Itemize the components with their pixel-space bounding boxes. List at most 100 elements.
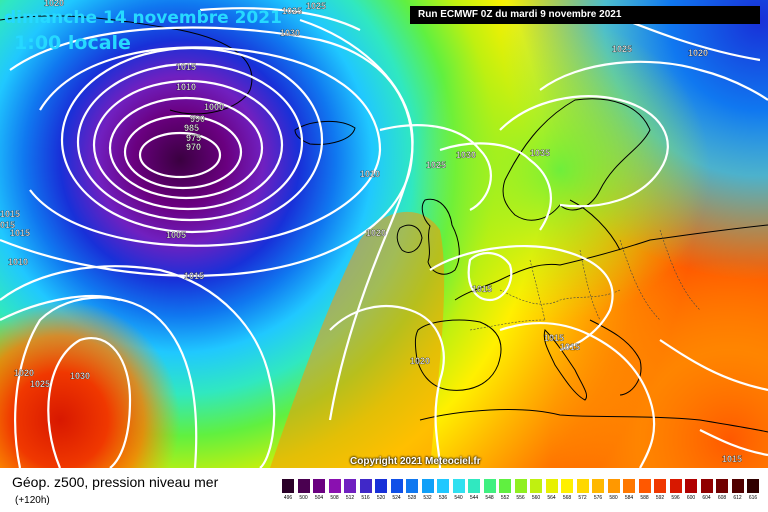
scale-label: 608 (717, 495, 727, 501)
scale-swatch (297, 479, 310, 493)
scale-label: 604 (702, 495, 711, 501)
scale-label: 552 (500, 495, 510, 501)
isobar-label: 985 (184, 123, 199, 133)
scale-label: 496 (283, 495, 293, 501)
scale-swatch (576, 479, 589, 493)
scale-label: 616 (748, 495, 758, 501)
scale-swatch (499, 479, 511, 493)
scale-label: 580 (609, 495, 618, 501)
scale-swatch (623, 479, 635, 493)
isobar-label: 1020 (410, 356, 430, 366)
isobar-label: 970 (186, 142, 201, 152)
scale-label: 520 (376, 495, 386, 501)
scale-label: 500 (299, 495, 308, 501)
scale-swatch (344, 479, 356, 493)
scale-label: 532 (423, 495, 432, 501)
isobar-label: 1015 (0, 209, 20, 219)
scale-swatch (669, 479, 682, 493)
isobar-label: 1020 (688, 48, 708, 58)
scale-label: 536 (438, 495, 448, 501)
scale-swatch (468, 479, 480, 493)
legend-title: Géop. z500, pression niveau mer (12, 474, 219, 490)
copyright-text: Copyright 2021 Meteociel.fr (350, 456, 481, 467)
isobar-label: 015 (0, 220, 15, 230)
isobar-label: 1035 (530, 148, 550, 158)
legend-footer: Géop. z500, pression niveau mer (+120h) … (0, 468, 768, 512)
isobar-label: 975 (186, 133, 201, 143)
scale-swatch (514, 479, 527, 493)
scale-label: 528 (407, 495, 417, 501)
isobar-label: 1020 (44, 0, 64, 8)
scale-label: 544 (469, 495, 479, 501)
isobar-label: 1030 (456, 150, 476, 160)
weather-map: 1020 1025 1025 1030 1015 1010 1000 990 9… (0, 0, 768, 468)
baltic-coast (569, 199, 621, 251)
scale-label: 572 (578, 495, 587, 501)
scale-swatch (375, 479, 387, 493)
forecast-date: dimanche 14 novembre 2021 (4, 8, 282, 28)
greenland-coast (0, 15, 253, 115)
model-run-banner: Run ECMWF 0Z du mardi 9 novembre 2021 (410, 6, 760, 24)
isobar-label: 1020 (366, 228, 386, 238)
isobar-label: 1025 (612, 44, 632, 54)
italy-coast (543, 329, 588, 401)
scale-swatch (731, 479, 744, 493)
scale-swatch (700, 479, 713, 493)
scale-label: 508 (330, 495, 339, 501)
scale-swatch (685, 479, 697, 493)
scale-label: 512 (345, 495, 355, 501)
scale-label: 516 (361, 495, 370, 501)
forecast-hour: 1:00 locale (14, 32, 131, 54)
scale-label: 540 (454, 495, 463, 501)
scale-label: 524 (392, 495, 401, 501)
britain-coast (421, 198, 460, 275)
scale-swatch (638, 479, 651, 493)
scale-swatch (747, 479, 759, 493)
isobar-label: 1020 (14, 368, 34, 378)
isobar-label: 1015 (176, 62, 196, 72)
isobar-label: 990 (190, 114, 205, 124)
scale-label: 584 (624, 495, 634, 501)
scale-label: 504 (314, 495, 324, 501)
scale-swatch (545, 479, 558, 493)
isobar-label: 1025 (30, 379, 50, 389)
scale-swatch (530, 479, 542, 493)
scale-label: 600 (686, 495, 696, 501)
iceland-coast (294, 120, 356, 145)
scale-swatch (561, 479, 573, 493)
ireland-coast (396, 224, 423, 253)
isobar-label: 1015 (544, 333, 564, 343)
scale-label: 556 (516, 495, 525, 501)
isobar-label: 1015 (472, 284, 492, 294)
scale-swatch (359, 479, 372, 493)
isobar-label: 1015 (10, 228, 30, 238)
scale-label: 592 (655, 495, 665, 501)
isobar-label: 1015 (560, 342, 580, 352)
legend-subtitle: (+120h) (15, 495, 50, 506)
isobar-label: 1010 (8, 257, 28, 267)
isobar-label: 1030 (70, 371, 90, 381)
scale-label: 560 (531, 495, 541, 501)
scale-label: 588 (640, 495, 649, 501)
europe-coast (454, 224, 768, 301)
scale-label: 576 (593, 495, 603, 501)
balkans-coast (589, 319, 642, 396)
isobar-label: 1010 (360, 169, 380, 179)
scale-label: 564 (547, 495, 556, 501)
scale-swatch (406, 479, 418, 493)
isobar-label: 1000 (204, 102, 224, 112)
africa-coast (419, 409, 768, 433)
scale-swatch (437, 479, 449, 493)
scale-label: 568 (562, 495, 572, 501)
scale-swatch (313, 479, 325, 493)
isobar-label: 1025 (306, 1, 326, 11)
scale-label: 612 (733, 495, 742, 501)
isobar-label: 1030 (280, 28, 300, 38)
scale-swatch (421, 479, 434, 493)
scale-swatch (607, 479, 620, 493)
scale-swatch (390, 479, 403, 493)
scandinavia-coast (502, 98, 651, 221)
scale-swatch (592, 479, 604, 493)
iberia-coast (414, 319, 502, 391)
scale-swatch (282, 479, 294, 493)
